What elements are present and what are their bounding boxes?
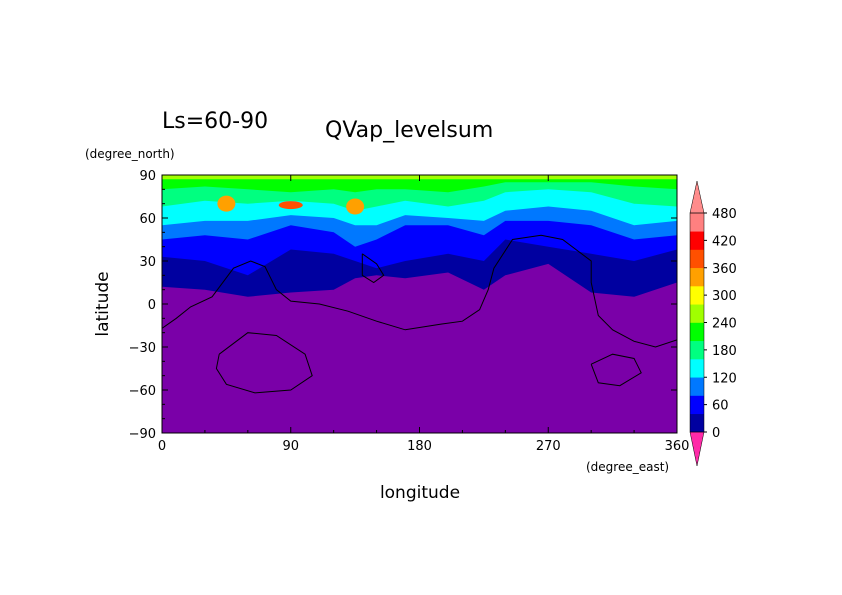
- colorbar-segment: [690, 413, 704, 433]
- topography-contours: [162, 234, 677, 394]
- moisture-maxima: [217, 195, 365, 215]
- y-tick-label: 0: [148, 298, 156, 313]
- topography-contour: [162, 234, 677, 348]
- colorbar-segment: [690, 322, 704, 342]
- maximum-420: [278, 201, 303, 210]
- y-tick-label: −90: [129, 427, 156, 442]
- x-tick-label: 90: [282, 439, 299, 454]
- colorbar-segment: [690, 267, 704, 287]
- colorbar-segment: [690, 249, 704, 269]
- colorbar-underflow-triangle: [689, 431, 705, 467]
- colorbar-segment: [690, 359, 704, 378]
- x-axis-label: longitude: [380, 483, 460, 503]
- colorbar-segment: [690, 213, 704, 232]
- x-tick-label: 180: [407, 439, 432, 454]
- y-axis-ticks: −90 −60 −30 0 30 60 90: [129, 169, 677, 442]
- colorbar-overflow-triangle: [689, 180, 705, 214]
- maximum-360: [346, 198, 365, 215]
- y-tick-label: 90: [139, 169, 156, 184]
- x-axis-units: (degree_east): [586, 460, 669, 474]
- colorbar-label: 0: [712, 426, 720, 441]
- y-axis-units: (degree_north): [85, 147, 175, 161]
- colorbar-segment: [690, 395, 704, 415]
- colorbar-label: 480: [712, 207, 737, 222]
- colorbar-label: 240: [712, 317, 737, 332]
- y-tick-label: 30: [139, 255, 156, 270]
- x-tick-label: 0: [158, 439, 166, 454]
- colorbar-label: 60: [712, 399, 729, 414]
- plot-area: [162, 175, 677, 433]
- colorbar-label: 420: [712, 234, 737, 249]
- y-axis-label: latitude: [93, 271, 113, 336]
- colorbar-label: 360: [712, 262, 737, 277]
- colorbar-label: 180: [712, 344, 737, 359]
- y-tick-label: −30: [129, 341, 156, 356]
- x-axis-ticks: 0 90 180 270 360: [158, 175, 690, 454]
- x-tick-label: 270: [536, 439, 561, 454]
- topography-contour: [361, 253, 385, 284]
- y-tick-label: 60: [139, 212, 156, 227]
- colorbar-segment: [690, 340, 704, 360]
- maximum-360: [217, 195, 236, 212]
- x-tick-label: 360: [665, 439, 690, 454]
- colorbar: 0 60 120 180 240 300 360 420 480: [689, 180, 737, 467]
- topography-contour: [590, 353, 642, 387]
- y-tick-label: −60: [129, 384, 156, 399]
- topography-contour: [215, 332, 313, 394]
- colorbar-segment: [690, 377, 704, 396]
- chart-subtitle: Ls=60-90: [162, 109, 268, 134]
- colorbar-segment: [690, 231, 704, 250]
- chart-title: QVap_levelsum: [325, 118, 493, 143]
- colorbar-label: 120: [712, 371, 737, 386]
- colorbar-segment: [690, 286, 704, 305]
- colorbar-segment: [690, 304, 704, 323]
- colorbar-label: 300: [712, 289, 737, 304]
